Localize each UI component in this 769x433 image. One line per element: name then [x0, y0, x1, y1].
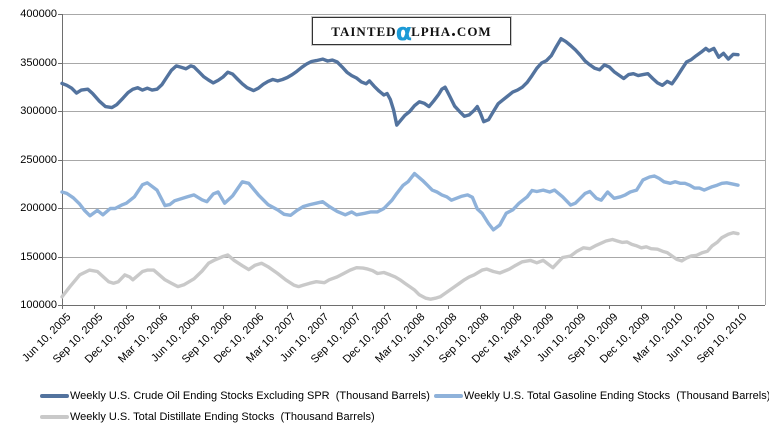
logo-alpha-glyph: α: [395, 18, 413, 46]
legend-item-gasoline: Weekly U.S. Total Gasoline Ending Stocks…: [433, 390, 769, 402]
legend-row: Weekly U.S. Crude Oil Ending Stocks Excl…: [40, 390, 769, 402]
legend-swatch-crude: [40, 394, 69, 398]
y-axis-tick-label: 250000: [20, 153, 57, 166]
taintedalpha-logo: Tainted α lpha.com: [312, 17, 511, 45]
series-line-gasoline: [60, 171, 740, 232]
y-axis-tick-label: 400000: [20, 8, 57, 20]
legend-label-distillate: Weekly U.S. Total Distillate Ending Stoc…: [70, 411, 375, 423]
y-axis-tick-label: 150000: [20, 250, 57, 263]
legend-label-crude: Weekly U.S. Crude Oil Ending Stocks Excl…: [70, 390, 430, 402]
legend-row: Weekly U.S. Total Distillate Ending Stoc…: [40, 411, 760, 423]
y-axis-tick-label: 300000: [20, 105, 57, 117]
logo-text-part1: Tainted: [331, 20, 397, 41]
chart-legend: Weekly U.S. Crude Oil Ending Stocks Excl…: [40, 390, 769, 432]
logo-text-part2: lpha.com: [411, 20, 492, 41]
legend-label-gasoline: Weekly U.S. Total Gasoline Ending Stocks…: [463, 390, 769, 402]
legend-item-distillate: Weekly U.S. Total Distillate Ending Stoc…: [40, 411, 375, 423]
legend-swatch-gasoline: [433, 394, 463, 398]
legend-item-crude: Weekly U.S. Crude Oil Ending Stocks Excl…: [40, 390, 430, 402]
y-axis-tick-label: 200000: [20, 202, 57, 214]
legend-swatch-distillate: [40, 415, 69, 419]
series-line-crude: [60, 37, 740, 127]
y-axis-tick-label: 100000: [20, 299, 57, 311]
series-line-distillate: [60, 230, 740, 301]
y-axis-tick-label: 350000: [20, 56, 57, 69]
